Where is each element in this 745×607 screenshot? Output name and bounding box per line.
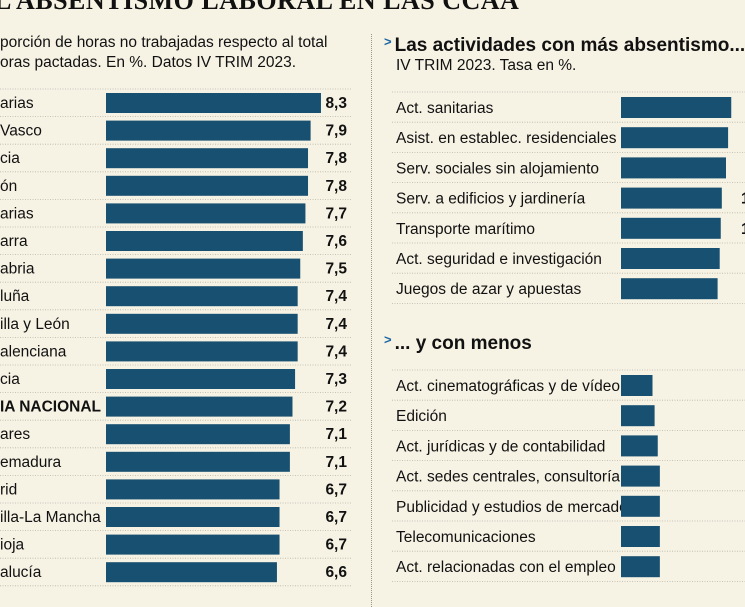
bar <box>106 369 296 389</box>
bar <box>621 435 658 457</box>
bottom-activities-title: ... y con menos <box>394 333 532 354</box>
bar <box>621 556 660 578</box>
category-label: Act. jurídicas y de contabilidad <box>396 438 605 455</box>
category-label: ón <box>0 178 17 195</box>
category-label: arra <box>0 233 28 250</box>
chart-subtitle: porción de horas no trabajadas respecto … <box>0 34 328 71</box>
value-label: 7,2 <box>325 399 347 416</box>
value-label: 6,6 <box>325 564 347 581</box>
category-label: Asist. en establec. residenciales <box>396 130 617 147</box>
bar <box>621 526 660 547</box>
top-activities-header: > Las actividades con más absentismo... <box>384 34 745 57</box>
value-label: 6,7 <box>325 509 347 526</box>
bar <box>106 479 280 500</box>
category-label: alenciana <box>0 343 67 360</box>
bar <box>106 286 298 307</box>
category-label: IA NACIONAL <box>0 399 101 416</box>
bar <box>621 97 732 118</box>
value-label: 8,3 <box>325 95 347 112</box>
bar <box>621 248 720 269</box>
bar <box>106 396 293 417</box>
category-label: Publicidad y estudios de mercado <box>396 499 628 516</box>
bar <box>106 424 290 445</box>
value-label: 7,4 <box>325 316 347 333</box>
category-label: Serv. a edificios y jardinería <box>396 191 586 208</box>
bar <box>106 120 311 141</box>
bar <box>621 157 726 179</box>
category-label: rid <box>0 481 17 498</box>
category-label: Act. seguridad e investigación <box>396 251 602 268</box>
chart-title: L ABSENTISMO LABORAL EN LAS CCAA <box>0 0 520 15</box>
value-label: 1 <box>741 221 745 238</box>
value-label: 7,7 <box>325 205 347 222</box>
category-label: Act. relacionadas con el empleo <box>396 559 616 576</box>
value-label: 7,4 <box>325 288 347 305</box>
category-label: ares <box>0 426 30 443</box>
bar <box>106 93 321 113</box>
bar <box>106 203 306 224</box>
value-label: 7,1 <box>325 426 347 443</box>
bar <box>106 148 309 169</box>
bar <box>106 313 298 334</box>
top-activities-subtitle: IV TRIM 2023. Tasa en %. <box>396 57 577 74</box>
category-label: Serv. sociales sin alojamiento <box>396 160 599 177</box>
bar <box>106 231 303 251</box>
category-label: Act. sanitarias <box>396 100 494 117</box>
bar <box>106 451 290 472</box>
value-label: 7,3 <box>325 371 347 388</box>
value-label: 7,9 <box>325 123 347 140</box>
value-label: 7,5 <box>325 261 347 278</box>
category-label: Vasco <box>0 123 42 140</box>
category-label: emadura <box>0 454 62 471</box>
category-label: luña <box>0 288 30 305</box>
value-label: 7,8 <box>325 150 347 167</box>
bar <box>106 507 280 527</box>
bar <box>106 341 298 362</box>
column-separator <box>371 34 372 607</box>
bar <box>621 375 653 396</box>
category-label: illa-La Mancha <box>0 509 101 526</box>
category-label: arias <box>0 95 34 112</box>
category-label: Act. sedes centrales, consultoría... <box>396 469 633 486</box>
category-label: abria <box>0 261 35 278</box>
value-label: 6,7 <box>325 481 347 498</box>
value-label: 7,4 <box>325 343 347 360</box>
value-label: 1 <box>741 191 745 208</box>
bar <box>106 562 277 583</box>
bar <box>621 278 718 300</box>
value-label: 6,7 <box>325 537 347 554</box>
bar <box>106 534 280 555</box>
category-label: illa y León <box>0 316 70 333</box>
bar <box>621 405 655 427</box>
chevron-right-icon: > <box>384 34 392 49</box>
category-label: cia <box>0 150 20 167</box>
category-label: cia <box>0 371 20 388</box>
bottom-activities-header: >... y con menos <box>384 332 532 355</box>
value-label: 7,6 <box>325 233 347 250</box>
bar <box>621 465 660 487</box>
category-label: Transporte marítimo <box>396 221 535 238</box>
bar <box>621 187 722 209</box>
bar <box>106 175 309 196</box>
category-label: arias <box>0 205 34 222</box>
bar <box>621 127 729 149</box>
category-label: ioja <box>0 537 25 554</box>
category-label: Telecomunicaciones <box>396 529 536 546</box>
top-activities-title: Las actividades con más absentismo... <box>394 35 745 56</box>
bar <box>106 258 301 279</box>
bar <box>621 217 721 239</box>
category-label: Edición <box>396 408 447 425</box>
category-label: Juegos de azar y apuestas <box>396 281 582 298</box>
category-label: Act. cinematográficas y de vídeo <box>396 378 620 395</box>
category-label: alucía <box>0 564 42 581</box>
bar <box>621 495 660 517</box>
chevron-right-icon: > <box>384 332 392 347</box>
value-label: 7,1 <box>325 454 347 471</box>
value-label: 7,8 <box>325 178 347 195</box>
